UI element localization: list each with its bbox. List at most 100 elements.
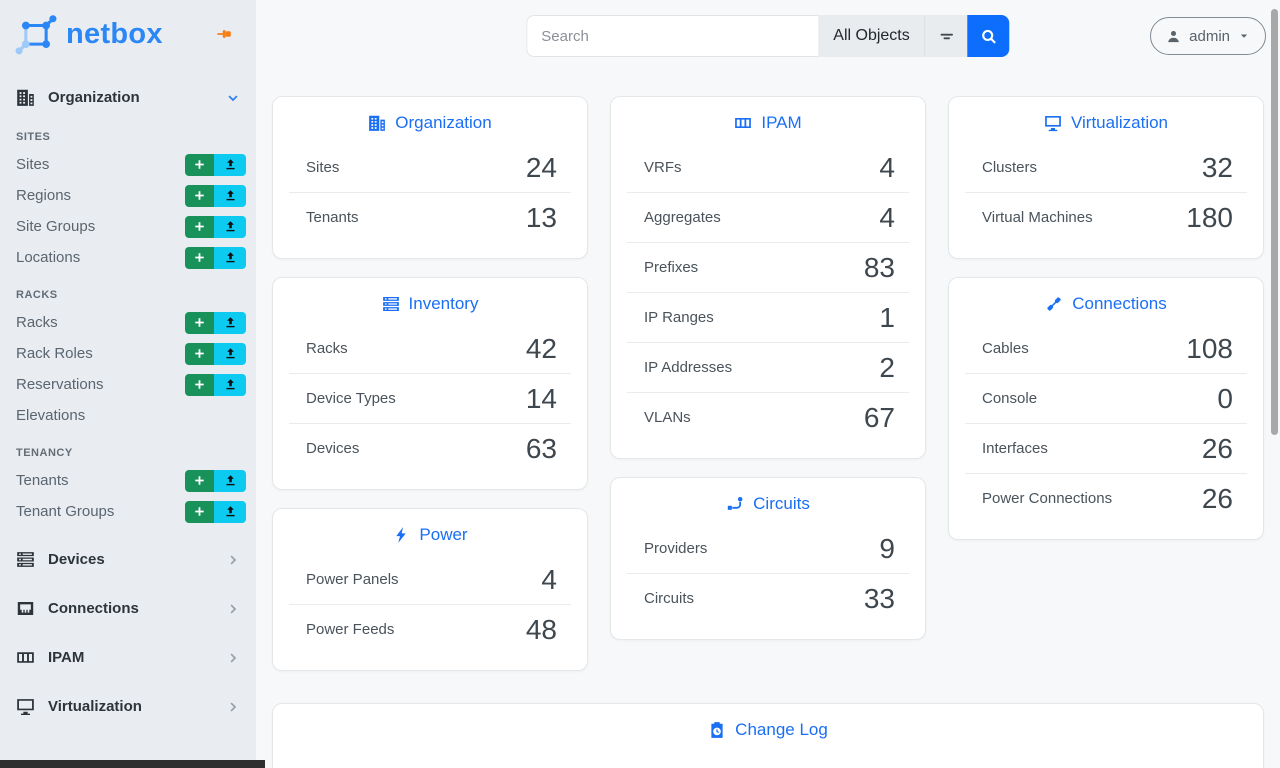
sidebar-item-reservations[interactable]: Reservations (0, 369, 256, 400)
row-divider (627, 342, 909, 343)
card-title-text: Virtualization (1070, 113, 1169, 132)
organization-card-title[interactable]: Organization (273, 97, 587, 143)
import-tenant-groups-button[interactable] (214, 500, 246, 523)
stat-value: 48 (525, 613, 557, 645)
pin-sidebar-icon[interactable] (216, 25, 234, 43)
sidebar-nav-ipam[interactable]: IPAM (0, 633, 256, 682)
stat-value: 24 (525, 151, 557, 183)
stat-label: Power Panels (306, 571, 399, 588)
sidebar-item-site-groups[interactable]: Site Groups (0, 211, 256, 242)
add-tenants-button[interactable] (185, 469, 214, 492)
add-sites-button[interactable] (185, 153, 214, 176)
stat-row-cables[interactable]: Cables 108 (949, 324, 1263, 373)
quick-actions (185, 184, 246, 207)
plus-icon (193, 220, 206, 233)
sidebar-nav-devices[interactable]: Devices (0, 535, 256, 584)
import-rack-roles-button[interactable] (214, 342, 246, 365)
filter-button[interactable] (924, 15, 968, 57)
virtualization-card-title[interactable]: Virtualization (949, 97, 1263, 143)
user-menu-button[interactable]: admin (1150, 17, 1266, 55)
stat-row-tenants[interactable]: Tenants 13 (273, 193, 587, 242)
sidebar-item-tenant-groups[interactable]: Tenant Groups (0, 496, 256, 527)
add-site-groups-button[interactable] (185, 215, 214, 238)
import-reservations-button[interactable] (214, 373, 246, 396)
quick-actions (185, 215, 246, 238)
connections-card-title[interactable]: Connections (949, 278, 1263, 324)
inventory-card-title[interactable]: Inventory (273, 278, 587, 324)
stat-row-interfaces[interactable]: Interfaces 26 (949, 424, 1263, 473)
stat-label: Devices (306, 440, 360, 457)
connections-card: Connections Cables 108 Console 0 Interfaces 26… (948, 277, 1264, 540)
sidebar-item-sites[interactable]: Sites (0, 149, 256, 180)
stat-row-sites[interactable]: Sites 24 (273, 143, 587, 192)
stat-row-vlans[interactable]: VLANs 67 (611, 393, 925, 442)
stat-row-providers[interactable]: Providers 9 (611, 524, 925, 573)
add-tenant-groups-button[interactable] (185, 500, 214, 523)
sidebar-item-rack-roles[interactable]: Rack Roles (0, 338, 256, 369)
sidebar-nav-organization[interactable]: Organization (0, 80, 256, 115)
ipam-card-title[interactable]: IPAM (611, 97, 925, 143)
row-divider (965, 373, 1247, 374)
sidebar-nav-label: Virtualization (48, 698, 142, 715)
stat-row-ip-ranges[interactable]: IP Ranges 1 (611, 293, 925, 342)
circuits-card-title[interactable]: Circuits (611, 478, 925, 524)
search-scope-button[interactable]: All Objects (818, 15, 925, 57)
sidebar-item-racks[interactable]: Racks (0, 307, 256, 338)
stat-row-racks[interactable]: Racks 42 (273, 324, 587, 373)
import-sites-button[interactable] (214, 153, 246, 176)
vertical-scrollbar[interactable] (1271, 9, 1278, 435)
import-racks-button[interactable] (214, 311, 246, 334)
chevron-right-icon (226, 602, 240, 616)
sidebar-item-label: Locations (16, 249, 81, 266)
search-input[interactable] (526, 15, 819, 57)
sidebar-nav-connections[interactable]: Connections (0, 584, 256, 633)
stat-label: Interfaces (982, 440, 1048, 457)
stat-row-power-panels[interactable]: Power Panels 4 (273, 555, 587, 604)
sidebar-nav-label: Connections (48, 600, 139, 617)
sidebar-item-label: Site Groups (16, 218, 96, 235)
sidebar-item-locations[interactable]: Locations (0, 242, 256, 273)
add-reservations-button[interactable] (185, 373, 214, 396)
sidebar-nav-virtualization[interactable]: Virtualization (0, 682, 256, 731)
sidebar-item-regions[interactable]: Regions (0, 180, 256, 211)
upload-icon (224, 251, 237, 264)
stat-row-prefixes[interactable]: Prefixes 83 (611, 243, 925, 292)
netbox-logo[interactable]: netbox (14, 12, 163, 56)
stat-label: Racks (306, 340, 348, 357)
stat-row-vrfs[interactable]: VRFs 4 (611, 143, 925, 192)
stat-row-circuits[interactable]: Circuits 33 (611, 574, 925, 623)
power-card-title[interactable]: Power (273, 509, 587, 555)
search-button[interactable] (967, 15, 1010, 57)
stat-row-console[interactable]: Console 0 (949, 374, 1263, 423)
changelog-card-title[interactable]: Change Log (273, 704, 1263, 750)
sidebar-section-title: SITES (16, 131, 51, 143)
chevron-right-icon (226, 700, 240, 714)
add-racks-button[interactable] (185, 311, 214, 334)
import-site-groups-button[interactable] (214, 215, 246, 238)
stat-row-device-types[interactable]: Device Types 14 (273, 374, 587, 423)
import-regions-button[interactable] (214, 184, 246, 207)
sidebar-item-label: Reservations (16, 376, 104, 393)
stat-row-power-connections[interactable]: Power Connections 26 (949, 474, 1263, 523)
add-rack-roles-button[interactable] (185, 342, 214, 365)
sidebar-item-tenants[interactable]: Tenants (0, 465, 256, 496)
stat-value: 4 (879, 151, 895, 183)
devices-icon (16, 550, 35, 569)
import-tenants-button[interactable] (214, 469, 246, 492)
add-locations-button[interactable] (185, 246, 214, 269)
upload-icon (224, 505, 237, 518)
row-divider (289, 604, 571, 605)
stat-row-aggregates[interactable]: Aggregates 4 (611, 193, 925, 242)
person-icon (1166, 29, 1181, 44)
stat-row-clusters[interactable]: Clusters 32 (949, 143, 1263, 192)
card-padding (273, 654, 587, 670)
organization-icon (368, 114, 386, 132)
brand-wordmark: netbox (66, 17, 163, 50)
stat-row-ip-addresses[interactable]: IP Addresses 2 (611, 343, 925, 392)
add-regions-button[interactable] (185, 184, 214, 207)
import-locations-button[interactable] (214, 246, 246, 269)
stat-row-devices[interactable]: Devices 63 (273, 424, 587, 473)
stat-row-power-feeds[interactable]: Power Feeds 48 (273, 605, 587, 654)
sidebar-item-elevations[interactable]: Elevations (0, 400, 256, 431)
stat-row-virtual-machines[interactable]: Virtual Machines 180 (949, 193, 1263, 242)
